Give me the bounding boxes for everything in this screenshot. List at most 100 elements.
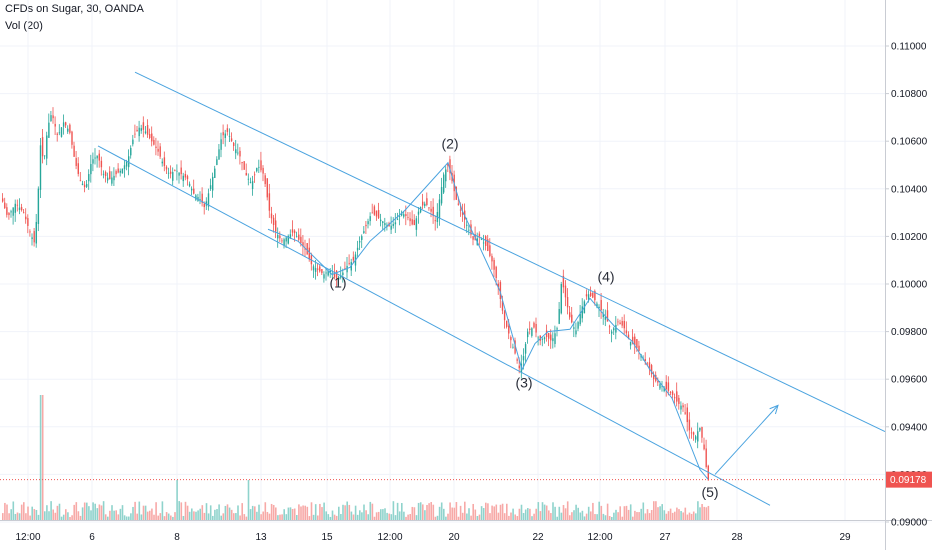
volume-bar bbox=[203, 512, 206, 520]
candle-body bbox=[312, 266, 315, 271]
volume-bar bbox=[254, 506, 256, 520]
volume-bar bbox=[432, 504, 435, 520]
candle-body bbox=[128, 156, 130, 168]
candle-body bbox=[241, 161, 243, 164]
candle-body bbox=[16, 204, 19, 206]
volume-bar bbox=[615, 509, 617, 520]
candle-body bbox=[512, 346, 514, 348]
volume-bar bbox=[554, 506, 556, 520]
volume-bar bbox=[438, 506, 441, 520]
candle-body bbox=[514, 340, 516, 354]
volume-bar bbox=[665, 513, 668, 520]
volume-bar bbox=[487, 503, 489, 520]
volume-bar bbox=[518, 508, 521, 520]
volume-bar bbox=[527, 508, 529, 520]
candle-body bbox=[422, 201, 424, 206]
candle-body bbox=[384, 223, 386, 226]
candle-body bbox=[604, 316, 607, 320]
candle-body bbox=[508, 325, 510, 334]
candle-body bbox=[176, 170, 178, 172]
candle-body bbox=[90, 164, 92, 175]
volume-bar bbox=[396, 502, 399, 520]
volume-bar bbox=[314, 504, 317, 520]
candle-body bbox=[27, 218, 29, 226]
candle-body bbox=[457, 203, 460, 205]
volume-bar bbox=[636, 512, 638, 520]
volume-bar bbox=[182, 515, 185, 520]
volume-bar bbox=[340, 514, 342, 520]
volume-bar bbox=[461, 512, 464, 520]
candle-body bbox=[596, 303, 598, 307]
volume-bar bbox=[195, 511, 197, 520]
volume-bar bbox=[571, 512, 573, 520]
volume-bar bbox=[680, 511, 682, 520]
volume-bar bbox=[642, 502, 645, 520]
candle-body bbox=[69, 124, 71, 133]
volume-bar bbox=[688, 512, 691, 520]
volume-bar bbox=[165, 512, 168, 520]
candle-body bbox=[29, 231, 31, 233]
candle-body bbox=[163, 157, 166, 167]
candle-body bbox=[688, 419, 691, 431]
candle-body bbox=[369, 216, 371, 222]
candle-body bbox=[556, 328, 558, 330]
candle-body bbox=[23, 212, 25, 214]
candle-body bbox=[695, 436, 697, 440]
candle-body bbox=[142, 122, 145, 130]
candle-body bbox=[411, 219, 413, 225]
candles bbox=[2, 107, 709, 481]
candle-body bbox=[155, 146, 157, 149]
candle-body bbox=[167, 172, 170, 174]
volume-bar bbox=[251, 505, 254, 520]
volume-bar bbox=[440, 502, 443, 520]
candle-body bbox=[109, 171, 111, 180]
volume-bar bbox=[102, 501, 105, 520]
candle-body bbox=[321, 269, 323, 274]
volume-bar bbox=[109, 510, 111, 520]
volume-bar bbox=[617, 512, 619, 520]
candle-body bbox=[344, 268, 346, 270]
volume-bar bbox=[48, 511, 50, 520]
volume-bar bbox=[419, 502, 422, 520]
time-tick-label: 12:00 bbox=[587, 532, 612, 543]
grid-lines bbox=[0, 0, 885, 523]
volume-bar bbox=[535, 508, 537, 520]
volume-bar bbox=[497, 512, 500, 520]
volume-bar bbox=[361, 512, 363, 520]
volume-bar bbox=[41, 395, 44, 520]
volume-bar bbox=[424, 510, 426, 520]
volume-bar bbox=[405, 516, 407, 520]
candle-body bbox=[39, 145, 42, 190]
volume-bar bbox=[352, 514, 355, 520]
volume-bar bbox=[392, 501, 395, 520]
candle-body bbox=[245, 173, 247, 176]
candle-body bbox=[489, 245, 491, 256]
volume-bar bbox=[212, 515, 214, 520]
volume-bar bbox=[50, 501, 52, 520]
candle-body bbox=[258, 166, 260, 168]
candle-body bbox=[266, 178, 268, 198]
candle-body bbox=[356, 247, 359, 251]
volume-bar bbox=[382, 509, 384, 520]
candle-body bbox=[138, 127, 140, 137]
volume-bar bbox=[209, 505, 212, 520]
price-axis: 0.11000 0.10800 0.10600 0.10400 0.10200 0.100… bbox=[885, 42, 928, 529]
volume-bar bbox=[464, 501, 466, 520]
volume-bar bbox=[235, 513, 237, 520]
chart-title: CFDs on Sugar, 30, OANDA bbox=[5, 3, 144, 15]
candle-body bbox=[615, 324, 617, 333]
candle-body bbox=[182, 175, 184, 182]
candle-body bbox=[375, 210, 378, 217]
candle-body bbox=[413, 219, 415, 225]
candle-body bbox=[382, 221, 384, 223]
volume-bar bbox=[296, 515, 298, 520]
volume-bar bbox=[170, 515, 172, 520]
volume-bar bbox=[237, 505, 239, 520]
volume-bar bbox=[33, 509, 36, 520]
candle-body bbox=[151, 133, 153, 142]
volume-bar bbox=[598, 501, 600, 520]
volume-bar bbox=[46, 505, 48, 520]
candle-body bbox=[340, 275, 342, 278]
candle-body bbox=[285, 237, 287, 242]
candle-body bbox=[319, 266, 321, 272]
